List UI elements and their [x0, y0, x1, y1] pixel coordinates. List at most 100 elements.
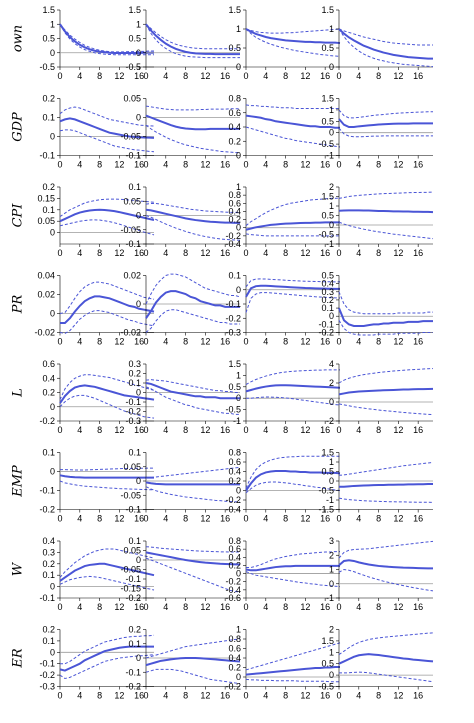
x-tick-label: 8	[283, 160, 288, 170]
y-tick-label: 0	[329, 62, 334, 72]
y-tick-label: 0.2	[321, 295, 334, 305]
y-tick-label: 0.8	[228, 94, 241, 104]
median-response-line	[245, 564, 340, 572]
x-tick-label: 12	[393, 425, 403, 435]
y-tick-label: 0.1	[42, 113, 55, 123]
x-tick-label: 12	[393, 514, 403, 524]
lower-band-line	[59, 23, 154, 56]
median-response-line	[145, 382, 240, 400]
y-tick-label: 0.8	[228, 634, 241, 644]
x-tick-label: 16	[220, 602, 230, 612]
x-tick-label: 12	[393, 602, 403, 612]
x-tick-label: 12	[300, 160, 310, 170]
upper-band-line	[145, 638, 241, 659]
x-tick-label: 8	[376, 602, 381, 612]
x-tick-label: 4	[356, 425, 361, 435]
x-tick-label: 4	[77, 425, 82, 435]
upper-band-line	[338, 28, 433, 46]
x-tick-label: 12	[300, 337, 310, 347]
x-tick-label: 16	[134, 425, 144, 435]
irf-panel: 1.5 1 0.5 00 4 8 12 16	[321, 5, 434, 81]
lower-band-line	[338, 221, 434, 240]
y-tick-label: 0.1	[42, 205, 55, 215]
y-tick-label: 0.6	[228, 544, 241, 554]
y-tick-label: -0.3	[125, 416, 141, 426]
lower-band-line	[245, 481, 341, 494]
y-tick-label: 0	[329, 579, 334, 589]
x-tick-label: 0	[243, 160, 248, 170]
x-tick-label: 0	[243, 602, 248, 612]
y-tick-label: 0.5	[321, 271, 334, 281]
x-tick-label: 12	[114, 691, 124, 701]
x-tick-label: 12	[114, 248, 124, 258]
upper-band-line	[245, 197, 341, 227]
y-tick-label: -0.2	[318, 328, 334, 338]
lower-band-line	[339, 671, 434, 683]
x-tick-label: 4	[77, 337, 82, 347]
y-tick-label: -0.5	[318, 139, 334, 149]
y-tick-label: 0.5	[321, 659, 334, 669]
y-tick-label: 0.5	[321, 211, 334, 221]
x-tick-label: 12	[393, 160, 403, 170]
x-tick-label: 4	[356, 337, 361, 347]
y-tick-label: 0	[329, 670, 334, 680]
y-tick-label: -0.1	[39, 593, 55, 603]
x-tick-label: 0	[143, 337, 148, 347]
irf-panel: 0.20.10-0.1-0.20 4 8 12 16	[125, 625, 241, 701]
y-tick-label: 0	[329, 128, 334, 138]
y-tick-label: 1	[236, 182, 241, 192]
y-tick-label: 0.4	[42, 536, 55, 546]
y-tick-label: 0	[236, 393, 241, 403]
y-tick-label: 0.5	[128, 34, 141, 44]
irf-panel: 21.510.50-0.5-10 4 8 12 16	[318, 182, 434, 258]
x-tick-label: 8	[97, 514, 102, 524]
upper-band-line	[245, 642, 341, 671]
x-tick-label: 4	[263, 248, 268, 258]
y-tick-label: 0.4	[228, 206, 241, 216]
upper-band-line	[245, 278, 340, 288]
x-tick-label: 8	[376, 248, 381, 258]
upper-band-line	[245, 369, 340, 385]
x-tick-label: 4	[263, 337, 268, 347]
upper-band-line	[59, 374, 155, 400]
x-tick-label: 16	[220, 425, 230, 435]
y-tick-label: -0.02	[34, 328, 55, 338]
y-tick-label: 1.5	[228, 5, 241, 15]
y-tick-label: 0.1	[128, 536, 141, 546]
x-tick-label: 0	[243, 337, 248, 347]
irf-panel: 1.510.50-0.50 4 8 12 16	[125, 5, 240, 81]
irf-panel: 21.510.50-0.50 4 8 12 16	[318, 625, 434, 701]
y-tick-label: 0	[50, 48, 55, 58]
x-tick-label: 4	[356, 514, 361, 524]
upper-band-line	[60, 634, 155, 665]
y-tick-label: -0.05	[120, 225, 141, 235]
median-response-line	[145, 208, 240, 224]
y-tick-label: 1	[329, 647, 334, 657]
irf-panel: 0.20.10-0.10 4 8 12 16	[39, 94, 155, 170]
lower-band-line	[338, 320, 433, 336]
x-tick-label: 4	[356, 691, 361, 701]
y-tick-label: -0.2	[39, 670, 55, 680]
y-tick-label: 0.4	[228, 467, 241, 477]
y-tick-label: 0	[50, 309, 55, 319]
y-tick-label: 0.6	[228, 198, 241, 208]
x-tick-label: 16	[134, 602, 144, 612]
lower-band-line	[59, 219, 155, 236]
upper-band-line	[145, 23, 240, 50]
y-tick-label: 0.3	[128, 359, 141, 369]
x-tick-label: 8	[283, 514, 288, 524]
y-tick-label: -0.05	[120, 565, 141, 575]
median-response-line	[59, 23, 154, 55]
x-tick-label: 12	[200, 248, 210, 258]
y-tick-label: 0.1	[42, 448, 55, 458]
irf-panel: 0.020-0.020 4 8 12 16	[120, 271, 241, 347]
lower-band-line	[145, 668, 241, 685]
y-tick-label: 0.5	[228, 43, 241, 53]
x-tick-label: 16	[413, 337, 423, 347]
y-tick-label: 0.2	[228, 476, 241, 486]
lower-band-line	[338, 403, 434, 416]
median-response-line	[245, 221, 340, 231]
y-tick-label: 2	[329, 550, 334, 560]
x-tick-label: 16	[413, 602, 423, 612]
